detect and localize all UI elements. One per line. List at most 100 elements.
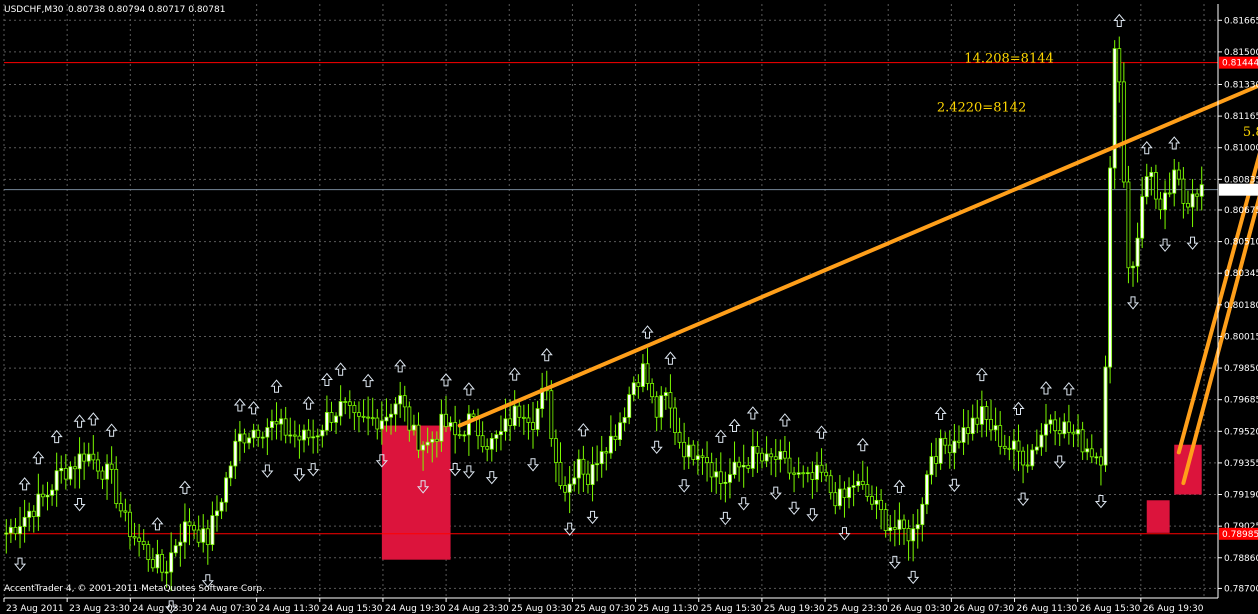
- fractal-down-arrow: [485, 471, 498, 485]
- candle-body: [366, 416, 371, 419]
- fractal-down-arrow: [737, 497, 750, 511]
- candle-body: [63, 468, 68, 480]
- candle-body: [27, 510, 32, 518]
- fractal-up-arrow: [856, 437, 869, 452]
- time-tick-label: 25 Aug 03:30: [511, 604, 572, 614]
- fractal-down-arrow: [165, 600, 178, 614]
- fractal-up-arrow: [778, 413, 791, 427]
- candle-body: [1112, 48, 1117, 169]
- candle-body: [1048, 419, 1053, 425]
- fractal-down-arrow: [201, 574, 214, 588]
- candle-body: [68, 466, 73, 480]
- trend-line: [1176, 152, 1258, 455]
- time-tick-label: 24 Aug 07:30: [195, 604, 256, 614]
- candle-body: [517, 405, 522, 418]
- candle-body: [347, 401, 352, 406]
- candle-body: [178, 541, 183, 547]
- candle-body: [650, 383, 655, 398]
- candle-body: [256, 429, 261, 438]
- candle-body: [320, 429, 325, 437]
- candle-body: [984, 406, 989, 420]
- candle-body: [421, 444, 426, 451]
- candle-body: [856, 480, 861, 487]
- candle-body: [705, 457, 709, 464]
- candle-body: [1167, 192, 1172, 195]
- fractal-up-arrow: [1012, 401, 1025, 416]
- candle-body: [439, 413, 444, 442]
- fractal-up-arrow: [1039, 381, 1053, 395]
- candle-body: [975, 417, 980, 425]
- candle-body: [769, 453, 774, 458]
- time-tick-label: 26 Aug 15:30: [1080, 604, 1141, 614]
- candle-body: [883, 509, 888, 531]
- candle-body: [1108, 167, 1113, 368]
- candle-body: [915, 524, 920, 530]
- time-tick-label: 26 Aug 19:30: [1143, 604, 1204, 614]
- candle-body: [324, 412, 329, 431]
- candle-body: [961, 427, 966, 443]
- candle-body: [938, 437, 943, 464]
- candle-body: [924, 474, 929, 505]
- fractal-up-arrow: [641, 325, 654, 339]
- candle-body: [906, 528, 911, 542]
- fractal-down-arrow: [769, 486, 782, 500]
- candle-body: [402, 395, 407, 408]
- candle-body: [59, 468, 64, 472]
- candle-body: [361, 415, 366, 418]
- candle-body: [1076, 429, 1080, 435]
- candle-body: [764, 453, 769, 462]
- price-tick-label: 0.81500: [1224, 48, 1258, 58]
- fractal-up-arrow: [1062, 382, 1075, 396]
- time-axis[interactable]: 23 Aug 2011 23 Aug 23:30 24 Aug 03:30 24 Au…: [3, 597, 1218, 614]
- candle-body: [123, 510, 128, 513]
- candle-body: [599, 451, 604, 465]
- fractal-down-arrow: [73, 498, 86, 512]
- candle-body: [979, 406, 984, 425]
- time-tick-label: 24 Aug 15:30: [322, 604, 383, 614]
- candle-body: [1071, 431, 1076, 435]
- candle-body: [453, 422, 458, 436]
- chart-grid: [3, 4, 1218, 598]
- chart-header-symbol: USDCHF,M30: [4, 5, 64, 15]
- candle-body: [457, 434, 462, 437]
- candle-body: [237, 433, 242, 442]
- fractal-up-arrow: [1168, 136, 1181, 150]
- fractal-down-arrow: [417, 480, 430, 494]
- candle-body: [411, 424, 416, 431]
- current-price-tag-bg: [1219, 183, 1258, 196]
- candle-body: [590, 464, 595, 485]
- candle-body: [155, 554, 160, 569]
- fractal-up-arrow: [728, 418, 741, 433]
- candle-body: [998, 425, 1003, 447]
- candle-body: [132, 536, 137, 539]
- candle-body: [677, 432, 682, 443]
- candle-body: [558, 462, 563, 486]
- fractal-down-arrow: [293, 468, 306, 482]
- candle-body: [128, 511, 132, 537]
- fractal-up-arrow: [664, 351, 677, 365]
- candle-body: [379, 420, 384, 430]
- candle-body: [334, 415, 339, 423]
- fractal-down-arrow: [307, 463, 320, 477]
- candle-body: [778, 451, 783, 460]
- fractal-up-arrow: [1113, 13, 1126, 28]
- candle-body: [750, 446, 755, 469]
- candle-body: [150, 559, 155, 569]
- candle-body: [1135, 237, 1140, 267]
- time-tick-label: 24 Aug 03:30: [132, 604, 193, 614]
- candle-body: [819, 464, 824, 473]
- candle-body: [608, 435, 613, 454]
- price-axis[interactable]: 0.81665 0.81500 0.81330 0.81165 0.81000 0.808…: [1217, 4, 1258, 598]
- candle-body: [228, 465, 233, 479]
- candle-body: [219, 501, 224, 512]
- candle-body: [929, 456, 934, 476]
- candle-body: [897, 519, 902, 530]
- candle-body: [160, 554, 164, 573]
- candle-body: [1149, 172, 1154, 178]
- candle-body: [311, 436, 316, 439]
- candle-body: [1057, 430, 1062, 435]
- candle-body: [50, 489, 55, 496]
- candle-body: [782, 451, 787, 459]
- candle-body: [31, 510, 36, 517]
